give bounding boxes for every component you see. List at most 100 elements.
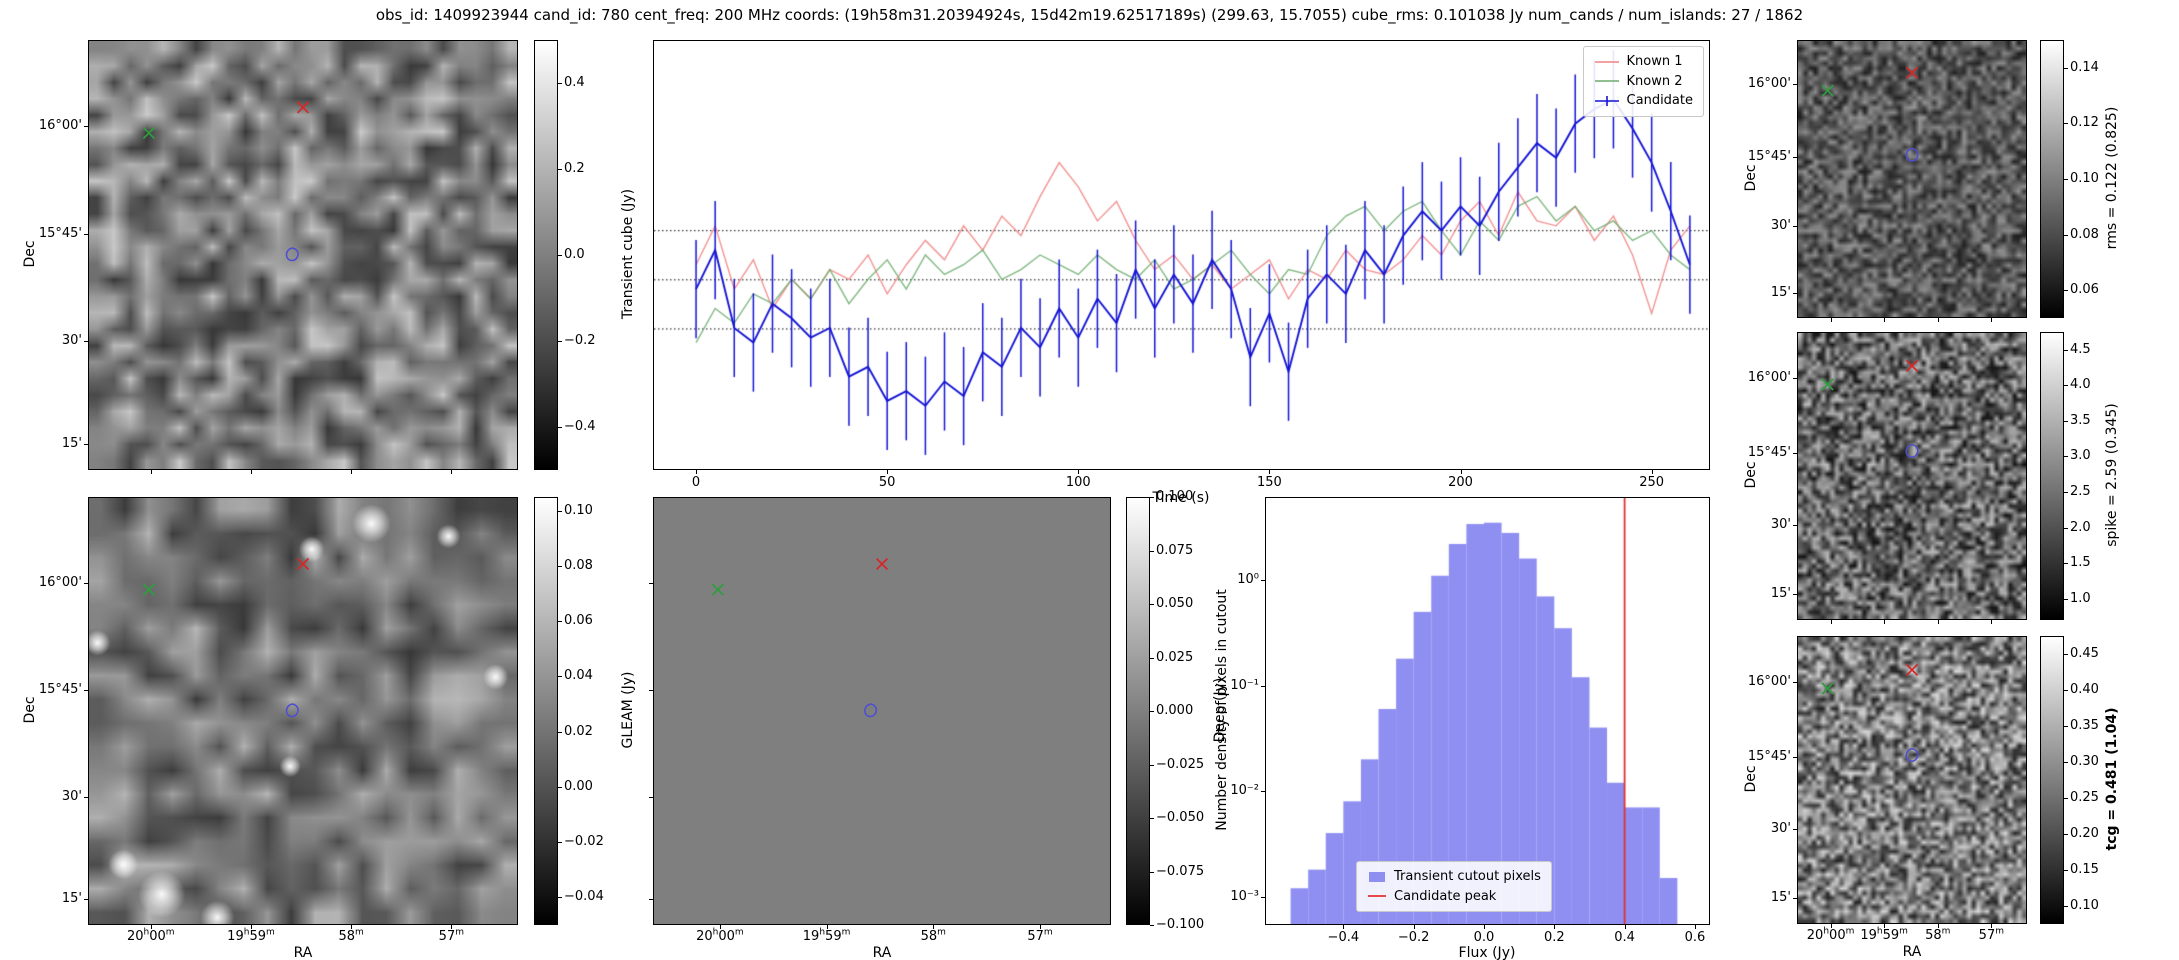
colorbar-tick-label: −0.075 [1156, 863, 1205, 879]
colorbar-tick [558, 510, 562, 512]
ra-tick [1830, 924, 1832, 928]
colorbar-rms [2040, 40, 2064, 318]
gleam-image [89, 498, 517, 924]
colorbar-tick-label: 0.10 [2070, 898, 2099, 913]
ra-tick-label: 20h00m [1806, 926, 1855, 943]
ra-tick [1884, 318, 1886, 322]
candidate-contour-marker [285, 247, 299, 262]
dec-tick [1793, 828, 1797, 830]
colorbar-tick [558, 897, 562, 899]
panel-tcg-cutout [1797, 636, 2027, 924]
legend-patch-sample [1369, 871, 1385, 882]
colorbar-tick-label: 0.15 [2070, 862, 2099, 877]
candidate-contour-marker [1905, 443, 1919, 458]
ra-tick [1830, 318, 1832, 322]
known-2-x-marker [142, 126, 156, 140]
ra-tick [351, 925, 353, 929]
lightcurve-xlabel: Time (s) [1152, 490, 1210, 506]
candidate-contour-marker [285, 703, 299, 718]
colorbar-tick [2064, 798, 2068, 799]
colorbar-tick [2064, 385, 2068, 387]
colorbar-tick [2064, 762, 2068, 763]
flux-tick-label: −0.4 [1327, 930, 1360, 945]
dec-tick-label: 15°45' [38, 225, 82, 241]
colorbar-spike [2040, 332, 2064, 620]
legend-line-sample [1594, 95, 1619, 106]
colorbar-tick [558, 786, 562, 788]
flux-tick [1554, 925, 1556, 929]
colorbar-tick [2064, 456, 2068, 458]
colorbar-tick-label: −0.04 [564, 889, 604, 905]
ra-tick-label: 57m [438, 927, 464, 944]
ra-tick [1040, 925, 1041, 929]
colorbar-label-tcg: tcg = 0.481 (1.04) [2104, 707, 2120, 851]
dec-tick [1793, 226, 1797, 228]
dec-tick [84, 899, 88, 901]
ra-tick [1991, 620, 1993, 624]
colorbar-tick [2064, 690, 2068, 691]
dec-axis-label-tcg: Dec [1743, 765, 1759, 793]
density-tick-label: 10⁰ [1237, 572, 1259, 588]
time-tick [1078, 470, 1080, 474]
panel-spike-cutout [1797, 332, 2027, 620]
density-tick [1261, 685, 1265, 687]
panel-lightcurve: Known 1 Known 2 Candidate [653, 40, 1710, 470]
colorbar-tick [2064, 906, 2068, 907]
legend-item: Known 2 [1594, 72, 1693, 92]
colorbar-tick-label: 0.08 [2070, 226, 2099, 242]
dec-tick [1793, 756, 1797, 758]
flux-tick [1624, 925, 1626, 929]
known-1-x-marker [1905, 66, 1919, 79]
colorbar-tick [2064, 870, 2068, 871]
density-tick [1261, 896, 1265, 898]
colorbar-tick-label: −0.02 [564, 834, 604, 850]
dec-tick-label: 30' [61, 333, 82, 348]
panel-flux-histogram: Transient cutout pixels Candidate peak [1265, 497, 1710, 925]
source-markers [142, 101, 310, 262]
colorbar-tick [1150, 550, 1154, 552]
ra-axis-label-deep: RA [872, 945, 892, 960]
known-1-x-marker [875, 557, 889, 571]
ra-tick [1884, 620, 1886, 624]
known-1-x-marker [1905, 663, 1919, 676]
colorbar-deep [1126, 497, 1150, 925]
dec-tick [84, 444, 88, 446]
colorbar-tick-label: 0.14 [2070, 59, 2099, 75]
density-tick-label: 10⁻² [1230, 783, 1259, 799]
ra-tick [933, 925, 935, 929]
colorbar-tick [558, 676, 562, 678]
time-tick-label: 250 [1639, 475, 1665, 490]
lightcurve-canvas [654, 41, 1709, 469]
colorbar-tick-label: 2.5 [2070, 484, 2091, 499]
dec-tick [84, 341, 88, 342]
time-tick [696, 470, 698, 474]
dec-tick-label: 15°45' [1747, 444, 1791, 460]
deep-image [654, 498, 1110, 924]
candidate-contour-marker [1905, 147, 1919, 162]
dec-tick [1793, 898, 1797, 900]
spike-image [1798, 333, 2026, 619]
ra-axis-label-gleam: RA [293, 945, 313, 960]
time-tick [1460, 470, 1462, 474]
dec-tick-label: 30' [1770, 516, 1791, 532]
colorbar-tick [2064, 123, 2068, 125]
panel-transient-cube-cutout [88, 40, 518, 470]
colorbar-tick-label: 0.06 [564, 613, 593, 629]
colorbar-tick-label: 0.30 [2070, 754, 2099, 769]
colorbar-tick [558, 341, 562, 342]
density-tick [1261, 580, 1265, 582]
colorbar-tick [2064, 349, 2068, 351]
colorbar-transient-cube [534, 40, 558, 470]
ra-tick [250, 470, 252, 474]
dec-tick-label: 15' [1770, 890, 1791, 906]
colorbar-tick-label: −0.050 [1156, 810, 1205, 825]
colorbar-tick-label: 0.35 [2070, 718, 2099, 733]
colorbar-tick-label: 0.45 [2070, 646, 2099, 661]
tcg-image [1798, 637, 2026, 923]
known-2-x-marker [1821, 84, 1834, 97]
colorbar-label-transient: Transient cube (Jy) [620, 188, 636, 320]
dec-tick-label: 15°45' [1747, 148, 1791, 164]
dec-axis-label-rms: Dec [1743, 164, 1759, 192]
colorbar-tick-label: −0.025 [1156, 756, 1205, 772]
flux-tick-label: 0.6 [1684, 930, 1706, 945]
